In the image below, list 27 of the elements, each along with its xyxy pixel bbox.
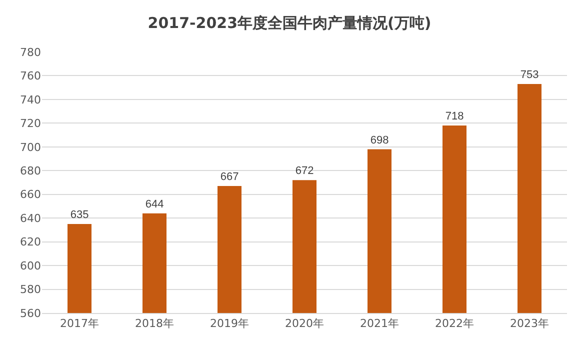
data-label: 635 [70,209,89,222]
y-tick-label: 620 [20,236,41,249]
y-tick-label: 780 [20,46,41,59]
y-tick-label: 700 [20,140,41,154]
x-tick-label: 2018年 [135,317,174,330]
chart-title: 2017-2023年度全国牛肉产量情况(万吨) [148,14,432,32]
x-tick-label: 2017年 [60,317,99,330]
data-label: 753 [520,69,539,82]
x-tick-label: 2019年 [210,317,249,330]
y-tick-label: 720 [20,117,41,130]
data-label: 644 [145,198,164,210]
data-label: 698 [370,134,389,146]
y-tick-label: 660 [20,188,41,202]
x-tick-label: 2022年 [435,317,474,330]
x-tick-label: 2021年 [360,317,399,330]
y-tick-label: 760 [20,70,41,83]
x-tick-label: 2023年 [510,317,549,330]
y-tick-label: 640 [20,212,41,225]
x-tick-label: 2020年 [285,317,324,330]
data-label: 672 [295,165,314,178]
data-label: 667 [220,171,239,184]
y-tick-label: 740 [20,93,41,106]
y-tick-label: 580 [20,283,41,296]
y-tick-label: 680 [20,164,41,178]
data-label: 718 [445,110,464,123]
y-tick-label: 600 [20,259,41,272]
y-tick-label: 560 [20,306,41,320]
